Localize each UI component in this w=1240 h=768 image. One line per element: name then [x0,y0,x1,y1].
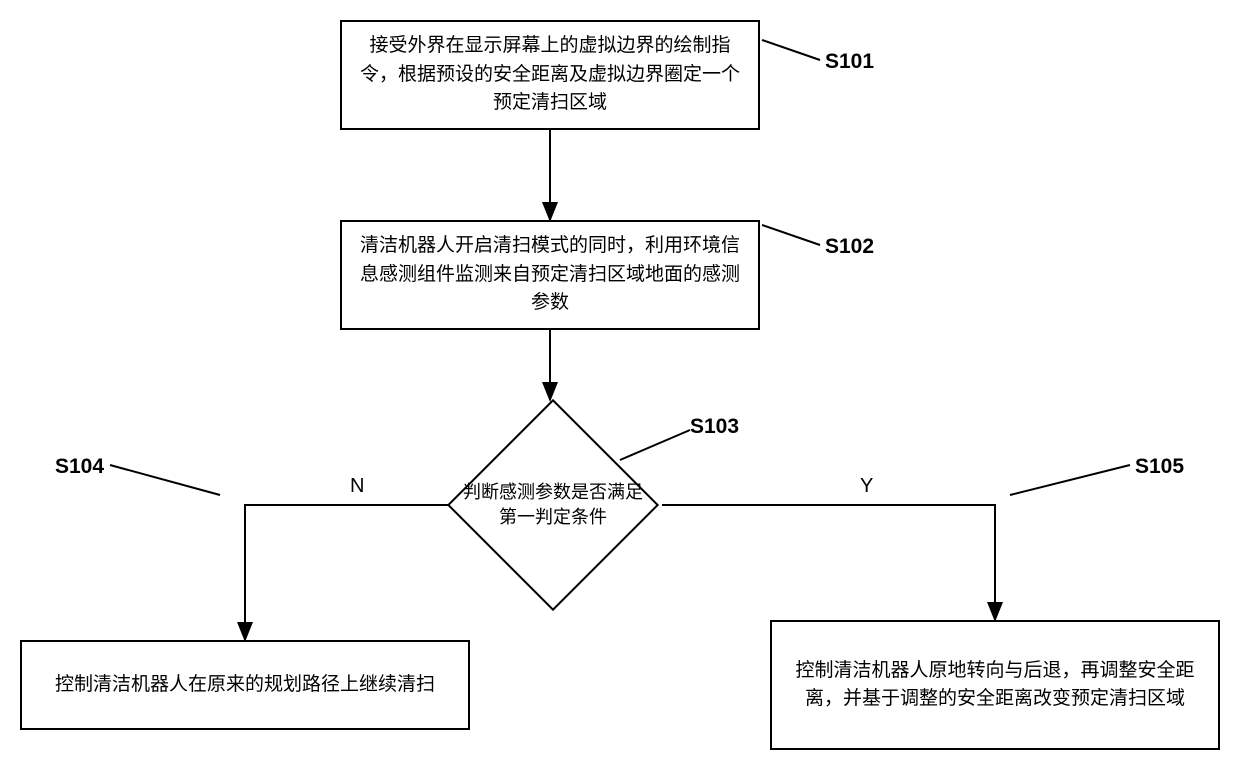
step-label-s103: S103 [690,415,739,439]
step-box-s102: 清洁机器人开启清扫模式的同时，利用环境信息感测组件监测来自预定清扫区域地面的感测… [340,220,760,330]
decision-text-inner: 判断感测参数是否满足第一判定条件 [456,480,650,530]
step-text: 清洁机器人开启清扫模式的同时，利用环境信息感测组件监测来自预定清扫区域地面的感测… [358,232,742,318]
step-label-s105: S105 [1135,455,1184,479]
decision-text: 判断感测参数是否满足第一判定条件 [448,400,658,610]
step-text: 控制清洁机器人原地转向与后退，再调整安全距离，并基于调整的安全距离改变预定清扫区… [788,657,1202,714]
step-label-s104: S104 [55,455,104,479]
decision-s103: 判断感测参数是否满足第一判定条件 [448,400,658,610]
step-text: 控制清洁机器人在原来的规划路径上继续清扫 [55,671,435,700]
step-text: 接受外界在显示屏幕上的虚拟边界的绘制指令，根据预设的安全距离及虚拟边界圈定一个预… [358,32,742,118]
branch-no: N [350,475,364,498]
step-label-s102: S102 [825,235,874,259]
step-box-s105: 控制清洁机器人原地转向与后退，再调整安全距离，并基于调整的安全距离改变预定清扫区… [770,620,1220,750]
step-box-s104: 控制清洁机器人在原来的规划路径上继续清扫 [20,640,470,730]
step-label-s101: S101 [825,50,874,74]
step-box-s101: 接受外界在显示屏幕上的虚拟边界的绘制指令，根据预设的安全距离及虚拟边界圈定一个预… [340,20,760,130]
branch-yes: Y [860,475,873,498]
